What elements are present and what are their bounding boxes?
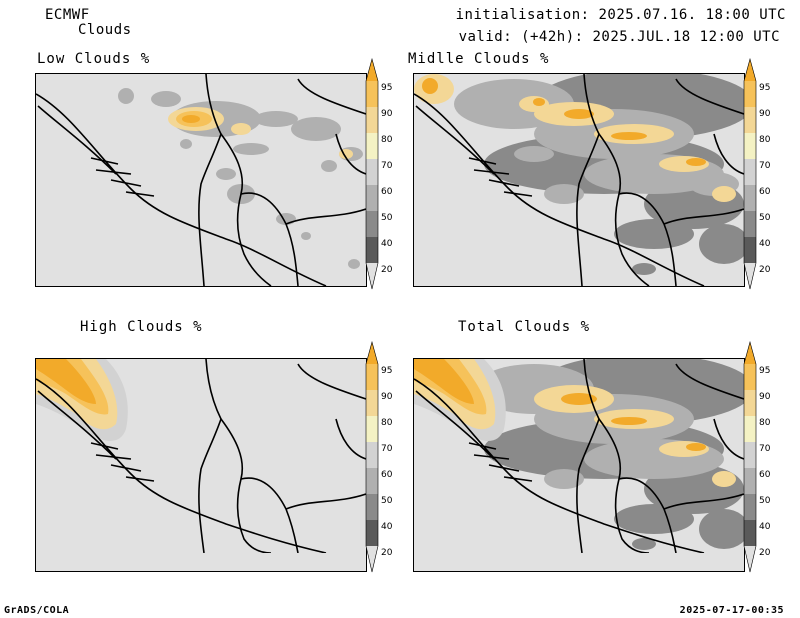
- legend-swatch: [744, 237, 756, 263]
- legend-swatch: [366, 263, 378, 289]
- legend-swatch: [366, 59, 378, 81]
- legend-swatch: [366, 81, 378, 107]
- legend-swatch: [744, 494, 756, 520]
- legend-label: 40: [381, 239, 393, 249]
- legend-colorbar-high: 95 90 80 70 60 50 40 20: [365, 340, 415, 576]
- legend-swatch: [366, 211, 378, 237]
- legend-swatch: [366, 342, 378, 364]
- legend-swatch: [366, 442, 378, 468]
- legend-swatch: [744, 185, 756, 211]
- legend-swatch: [366, 546, 378, 572]
- legend-swatch: [744, 81, 756, 107]
- legend-label: 40: [759, 239, 771, 249]
- legend-swatch: [744, 546, 756, 572]
- legend-swatch: [366, 494, 378, 520]
- legend-label: 70: [381, 161, 393, 171]
- panel-title-middle: Midlle Clouds %: [408, 51, 550, 67]
- legend-swatch: [744, 390, 756, 416]
- legend-label: 20: [381, 265, 393, 275]
- legend-swatch: [744, 59, 756, 81]
- panel-title-low: Low Clouds %: [37, 51, 151, 67]
- legend-label: 95: [759, 83, 771, 93]
- legend-swatch: [366, 185, 378, 211]
- legend-swatch: [366, 390, 378, 416]
- legend-swatch: [366, 107, 378, 133]
- legend-label: 60: [381, 470, 393, 480]
- legend-label: 95: [381, 366, 393, 376]
- valid-time: valid: (+42h): 2025.JUL.18 12:00 UTC: [458, 29, 780, 45]
- init-time: initialisation: 2025.07.16. 18:00 UTC: [455, 7, 786, 23]
- legend-label: 40: [759, 522, 771, 532]
- legend-label: 80: [381, 135, 393, 145]
- legend-swatch: [744, 520, 756, 546]
- legend-swatch: [744, 159, 756, 185]
- map-high-clouds: [35, 358, 367, 572]
- legend-colorbar-total: 95 90 80 70 60 50 40 20: [743, 340, 793, 576]
- legend-label: 80: [759, 418, 771, 428]
- legend-label: 50: [759, 213, 771, 223]
- legend-swatch: [744, 364, 756, 390]
- legend-swatch: [366, 364, 378, 390]
- legend-swatch: [366, 468, 378, 494]
- product-label: Clouds: [78, 22, 132, 38]
- legend-label: 90: [759, 392, 771, 402]
- footer-timestamp: 2025-07-17-00:35: [679, 605, 784, 616]
- legend-label: 95: [381, 83, 393, 93]
- legend-swatch: [744, 468, 756, 494]
- footer-credit: GrADS/COLA: [4, 605, 70, 616]
- legend-swatch: [366, 520, 378, 546]
- legend-swatch: [744, 263, 756, 289]
- legend-label: 70: [759, 161, 771, 171]
- map-total-clouds: [413, 358, 745, 572]
- legend-label: 20: [759, 265, 771, 275]
- legend-label: 60: [759, 470, 771, 480]
- legend-swatch: [744, 211, 756, 237]
- map-low-clouds: [35, 73, 367, 287]
- legend-colorbar-low: 95 90 80 70 60 50 40 20: [365, 57, 415, 293]
- legend-swatch: [744, 342, 756, 364]
- legend-swatch: [744, 442, 756, 468]
- panel-title-total: Total Clouds %: [458, 319, 591, 335]
- legend-label: 50: [381, 496, 393, 506]
- legend-label: 90: [759, 109, 771, 119]
- legend-label: 70: [759, 444, 771, 454]
- legend-swatch: [366, 237, 378, 263]
- legend-label: 20: [759, 548, 771, 558]
- legend-label: 20: [381, 548, 393, 558]
- legend-swatch: [744, 107, 756, 133]
- legend-swatch: [744, 133, 756, 159]
- legend-swatch: [366, 416, 378, 442]
- model-label: ECMWF: [45, 7, 90, 23]
- legend-swatch: [366, 133, 378, 159]
- legend-label: 50: [381, 213, 393, 223]
- legend-label: 95: [759, 366, 771, 376]
- legend-label: 80: [381, 418, 393, 428]
- legend-label: 80: [759, 135, 771, 145]
- legend-label: 90: [381, 109, 393, 119]
- legend-label: 70: [381, 444, 393, 454]
- legend-label: 60: [759, 187, 771, 197]
- legend-swatch: [366, 159, 378, 185]
- panel-title-high: High Clouds %: [80, 319, 203, 335]
- legend-label: 60: [381, 187, 393, 197]
- legend-label: 50: [759, 496, 771, 506]
- map-middle-clouds: [413, 73, 745, 287]
- legend-label: 90: [381, 392, 393, 402]
- legend-swatch: [744, 416, 756, 442]
- legend-label: 40: [381, 522, 393, 532]
- legend-colorbar-middle: 95 90 80 70 60 50 40 20: [743, 57, 793, 293]
